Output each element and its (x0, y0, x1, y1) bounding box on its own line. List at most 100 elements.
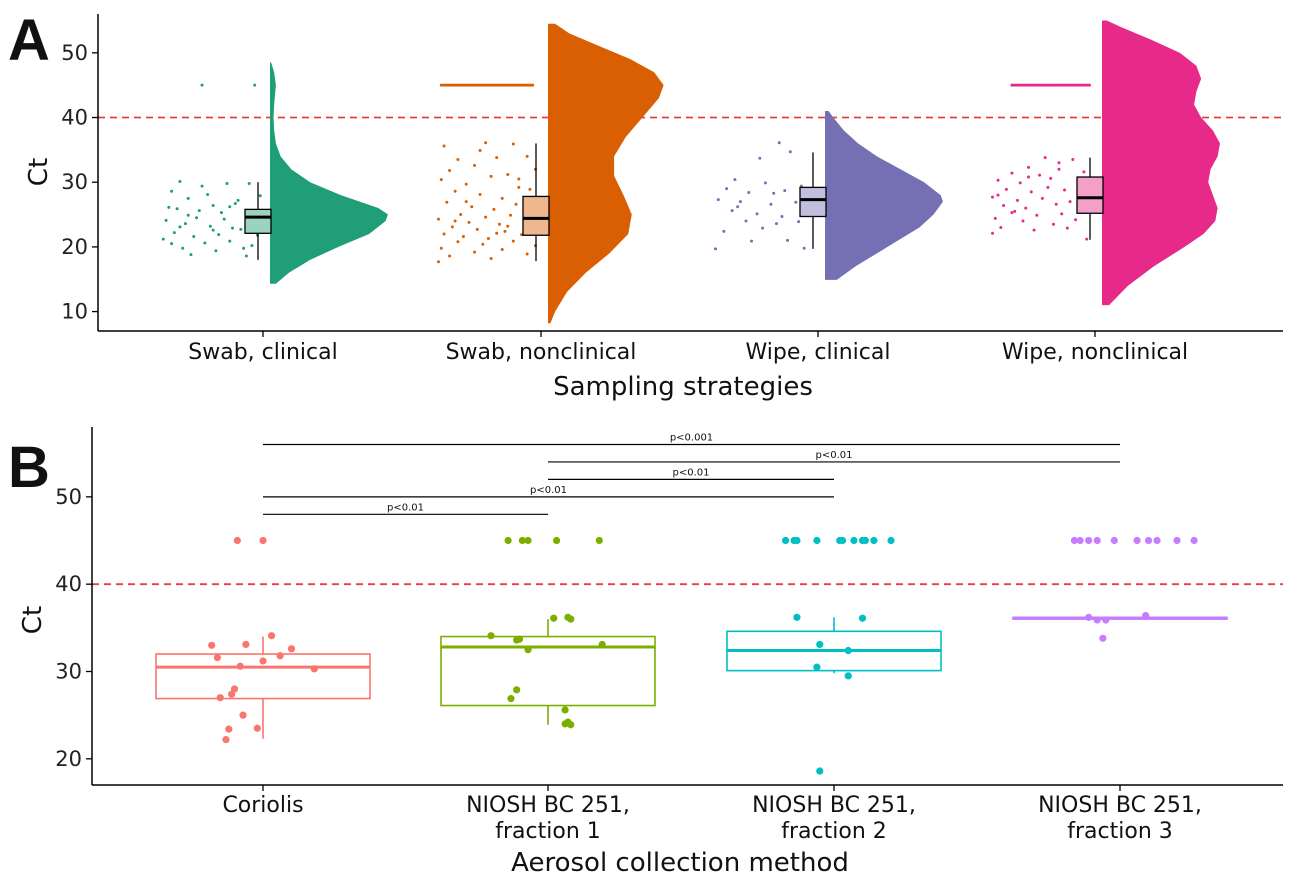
data-point (489, 257, 493, 261)
data-point (509, 213, 513, 217)
data-point (1085, 237, 1089, 241)
box-3 (799, 186, 827, 218)
y-tick-label-a: 20 (61, 235, 88, 259)
data-point (769, 202, 773, 206)
data-point (445, 200, 449, 204)
data-point (253, 724, 261, 732)
x-category-label-a: Swab, nonclinical (446, 340, 637, 365)
x-category-label-b: fraction 3 (1067, 819, 1173, 844)
data-point (1060, 212, 1064, 216)
data-point (1024, 206, 1028, 210)
data-point (774, 222, 778, 226)
data-point (231, 226, 235, 230)
data-point (1099, 634, 1107, 642)
data-point (164, 218, 168, 222)
data-point (484, 141, 488, 145)
data-point (464, 182, 468, 186)
data-point (170, 189, 174, 193)
data-point (175, 207, 179, 211)
data-point (1054, 202, 1058, 206)
data-point (253, 83, 257, 87)
data-point (525, 252, 529, 256)
data-point (1133, 536, 1141, 545)
box-2 (522, 195, 550, 236)
data-point (219, 211, 223, 215)
data-point (996, 193, 1000, 197)
data-point (258, 194, 262, 198)
series-1-group (161, 62, 388, 284)
panel-a-violin-chart: A 10 20 30 40 50 Swab, clinical Swab, nonclinic… (8, 8, 1283, 402)
box-1 (155, 653, 371, 700)
data-point (844, 672, 852, 680)
data-point (567, 721, 575, 729)
data-point (247, 181, 251, 185)
data-point (178, 180, 182, 184)
data-point (473, 250, 477, 254)
data-point (1057, 161, 1061, 165)
series-3-group (714, 111, 943, 280)
data-point (439, 246, 443, 250)
data-point (239, 711, 247, 719)
data-point (598, 640, 606, 649)
data-point (802, 246, 806, 250)
data-point (506, 172, 510, 176)
data-point (518, 536, 526, 545)
data-point (250, 244, 254, 248)
data-point (772, 191, 776, 195)
data-point (161, 237, 165, 241)
data-point (503, 229, 507, 233)
data-point (504, 536, 512, 545)
y-tick-label-a: 10 (61, 300, 88, 324)
data-point (470, 205, 474, 209)
data-point (181, 246, 185, 250)
data-point (793, 613, 801, 621)
data-point (1043, 156, 1047, 160)
data-point (552, 536, 561, 545)
x-category-label-a: Swab, clinical (188, 340, 337, 365)
data-point (464, 200, 468, 204)
data-point (550, 614, 558, 622)
data-point (442, 232, 446, 236)
series-4-group (991, 20, 1220, 306)
data-point (567, 615, 575, 623)
data-point (1049, 176, 1053, 180)
data-point (459, 213, 463, 217)
significance-label: p<0.01 (816, 450, 853, 461)
data-point (858, 614, 867, 622)
violin-2 (548, 23, 664, 324)
data-point (211, 228, 215, 232)
data-point (200, 83, 204, 87)
data-point (1070, 536, 1078, 545)
data-point (816, 640, 824, 649)
data-point (1144, 536, 1153, 545)
data-point (813, 663, 821, 671)
data-point (1085, 536, 1093, 545)
data-point (437, 217, 441, 221)
data-point (1071, 158, 1075, 162)
data-point (758, 156, 762, 160)
data-point (793, 536, 801, 545)
y-tick-label-b: 20 (55, 747, 82, 771)
y-tick-label-b: 50 (55, 485, 82, 509)
data-point (259, 536, 267, 545)
data-point (1002, 203, 1006, 207)
data-point (1046, 185, 1050, 189)
data-point (733, 178, 737, 182)
data-point (838, 536, 847, 545)
data-point (1110, 536, 1118, 545)
x-category-label-a: Wipe, clinical (746, 340, 891, 365)
data-point (242, 246, 246, 250)
data-point (442, 144, 446, 148)
data-point (991, 195, 995, 199)
data-point (489, 174, 493, 178)
data-point (170, 242, 174, 246)
data-point (478, 192, 482, 196)
data-point (1035, 213, 1039, 217)
data-point (1065, 226, 1069, 230)
x-category-label-a: Wipe, nonclinical (1002, 340, 1188, 365)
data-point (1057, 167, 1061, 171)
data-point (1190, 536, 1198, 545)
data-point (500, 196, 504, 200)
data-point (203, 241, 207, 245)
data-point (450, 225, 454, 229)
